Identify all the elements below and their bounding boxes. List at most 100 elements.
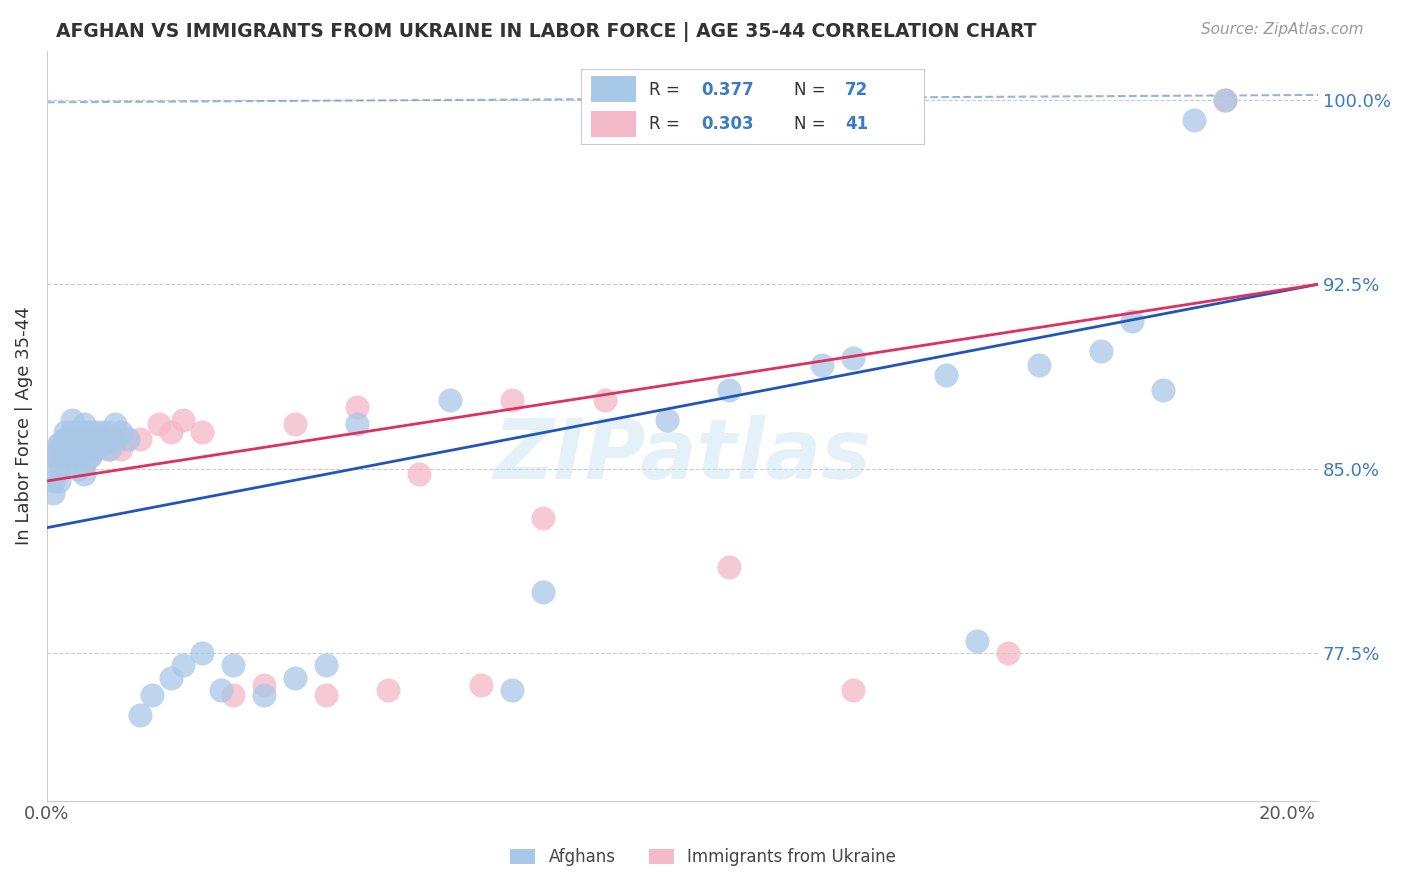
Point	[55, 437, 77, 451]
Point	[531, 584, 554, 599]
Point	[129, 432, 152, 446]
Point	[811, 359, 834, 373]
Point	[42, 486, 65, 500]
Point	[73, 425, 96, 439]
Point	[117, 432, 139, 446]
Point	[48, 437, 70, 451]
Point	[160, 425, 183, 439]
Point	[86, 432, 108, 446]
Point	[284, 417, 307, 432]
Point	[48, 450, 70, 464]
Point	[42, 450, 65, 464]
Point	[1213, 93, 1236, 107]
Point	[79, 425, 101, 439]
Point	[141, 688, 163, 702]
Point	[73, 417, 96, 432]
Point	[60, 432, 83, 446]
Point	[222, 688, 245, 702]
Point	[79, 432, 101, 446]
Point	[1182, 112, 1205, 127]
Y-axis label: In Labor Force | Age 35-44: In Labor Force | Age 35-44	[15, 306, 32, 545]
Point	[73, 432, 96, 446]
Point	[172, 658, 194, 673]
Point	[48, 457, 70, 471]
Text: Source: ZipAtlas.com: Source: ZipAtlas.com	[1201, 22, 1364, 37]
Point	[66, 432, 89, 446]
Point	[48, 474, 70, 488]
Point	[97, 425, 120, 439]
Point	[501, 683, 523, 698]
Point	[97, 442, 120, 456]
Point	[66, 437, 89, 451]
Point	[209, 683, 232, 698]
Point	[253, 678, 276, 692]
Point	[966, 633, 988, 648]
Point	[73, 442, 96, 456]
Point	[104, 417, 127, 432]
Point	[655, 412, 678, 426]
Point	[160, 671, 183, 685]
Text: AFGHAN VS IMMIGRANTS FROM UKRAINE IN LABOR FORCE | AGE 35-44 CORRELATION CHART: AFGHAN VS IMMIGRANTS FROM UKRAINE IN LAB…	[56, 22, 1036, 42]
Point	[66, 442, 89, 456]
Point	[377, 683, 399, 698]
Point	[439, 392, 461, 407]
Point	[66, 450, 89, 464]
Point	[91, 432, 114, 446]
Point	[253, 688, 276, 702]
Point	[79, 450, 101, 464]
Point	[1213, 93, 1236, 107]
Point	[191, 646, 214, 660]
Point	[86, 432, 108, 446]
Point	[842, 351, 865, 365]
Point	[408, 467, 430, 481]
Point	[222, 658, 245, 673]
Point	[42, 450, 65, 464]
Point	[501, 392, 523, 407]
Point	[997, 646, 1019, 660]
Point	[346, 401, 368, 415]
Point	[86, 425, 108, 439]
Point	[66, 461, 89, 475]
Point	[60, 450, 83, 464]
Point	[470, 678, 492, 692]
Point	[79, 450, 101, 464]
Point	[191, 425, 214, 439]
Point	[346, 417, 368, 432]
Point	[73, 457, 96, 471]
Point	[60, 442, 83, 456]
Point	[55, 432, 77, 446]
Point	[718, 383, 741, 397]
Point	[55, 425, 77, 439]
Point	[73, 442, 96, 456]
Point	[60, 425, 83, 439]
Point	[73, 457, 96, 471]
Point	[718, 560, 741, 574]
Text: ZIPatlas: ZIPatlas	[494, 415, 872, 496]
Point	[55, 457, 77, 471]
Point	[55, 442, 77, 456]
Point	[91, 437, 114, 451]
Point	[48, 461, 70, 475]
Point	[42, 474, 65, 488]
Point	[172, 412, 194, 426]
Point	[66, 425, 89, 439]
Point	[48, 442, 70, 456]
Point	[315, 658, 337, 673]
Point	[935, 368, 957, 383]
Point	[55, 432, 77, 446]
Point	[79, 437, 101, 451]
Point	[55, 450, 77, 464]
Legend: Afghans, Immigrants from Ukraine: Afghans, Immigrants from Ukraine	[502, 840, 904, 875]
Point	[593, 392, 616, 407]
Point	[284, 671, 307, 685]
Point	[1090, 343, 1112, 358]
Point	[66, 425, 89, 439]
Point	[73, 467, 96, 481]
Point	[48, 437, 70, 451]
Point	[79, 432, 101, 446]
Point	[1152, 383, 1174, 397]
Point	[91, 425, 114, 439]
Point	[110, 425, 132, 439]
Point	[86, 442, 108, 456]
Point	[104, 437, 127, 451]
